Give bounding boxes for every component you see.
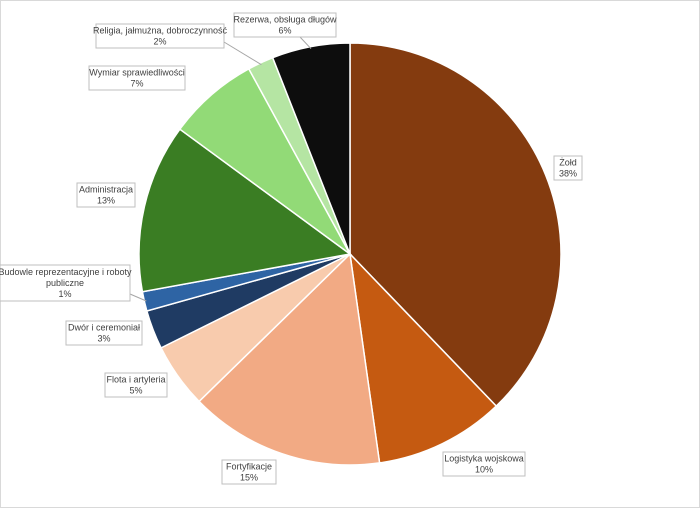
- data-label: Budowle reprezentacyjne i roboty publiczn…: [0, 267, 132, 299]
- data-label-value: 6%: [278, 26, 291, 36]
- data-label-box: [65, 320, 143, 346]
- data-label-box: [104, 372, 168, 398]
- data-label-category: Administracja: [79, 185, 133, 195]
- data-label-value: 5%: [129, 386, 142, 396]
- data-label-box: [221, 459, 277, 485]
- data-label: Żołd 38%: [559, 158, 577, 179]
- leader-line: [299, 36, 312, 50]
- data-label-box: [95, 23, 225, 49]
- leader-lines: [129, 36, 312, 302]
- data-label-value: 10%: [475, 465, 493, 475]
- data-label-box: [0, 264, 131, 302]
- data-label-category: Religia, jałmużna, dobroczynność: [93, 26, 228, 36]
- data-label-value: 3%: [97, 334, 110, 344]
- data-label-category: Flota i artyleria: [106, 375, 165, 385]
- data-label-box: [76, 182, 136, 208]
- data-labels: Żołd 38% Logistyka wojskowa 10% Fortyfikacje…: [0, 12, 583, 485]
- data-label: Rezerwa, obsługa długów 6%: [233, 15, 337, 36]
- data-label-category: Dwór i ceremoniał: [68, 323, 140, 333]
- data-label-category: Rezerwa, obsługa długów: [233, 15, 337, 25]
- pie-slice-1: [349, 42, 562, 408]
- data-label-category: Wymiar sprawiedliwości: [89, 68, 184, 78]
- data-label-value: 13%: [97, 196, 115, 206]
- data-label-value: 1%: [58, 289, 71, 299]
- data-label: Logistyka wojskowa 10%: [444, 454, 524, 475]
- data-label-box: [553, 155, 583, 181]
- leader-line: [223, 41, 262, 66]
- pie-slices: [138, 42, 562, 466]
- data-label-box: [442, 451, 526, 477]
- pie-slice-2: [348, 251, 498, 464]
- data-label-category: Budowle reprezentacyjne i roboty: [0, 267, 132, 277]
- data-label-value: 15%: [240, 473, 258, 483]
- pie-slice-3: [197, 252, 381, 466]
- data-label: Fortyfikacje 15%: [226, 462, 272, 483]
- pie-slice-10: [271, 42, 351, 255]
- data-label-value: 38%: [559, 169, 577, 179]
- data-label: Flota i artyleria 5%: [106, 375, 165, 396]
- data-label-category: Logistyka wojskowa: [444, 454, 524, 464]
- pie-slice-7: [138, 128, 352, 293]
- data-label: Wymiar sprawiedliwości 7%: [89, 68, 184, 89]
- data-label-box: [88, 65, 186, 91]
- data-label-value: 2%: [153, 37, 166, 47]
- data-label-box: [233, 12, 337, 38]
- data-label: Dwór i ceremoniał 3%: [68, 323, 140, 344]
- data-label-category: Żołd: [559, 158, 577, 168]
- data-label: Administracja 13%: [79, 185, 133, 206]
- leader-line: [129, 293, 147, 302]
- data-label: Religia, jałmużna, dobroczynność 2%: [93, 26, 228, 47]
- data-label-value: 7%: [130, 79, 143, 89]
- data-label-category: Fortyfikacje: [226, 462, 272, 472]
- data-label-category: publiczne: [46, 278, 84, 288]
